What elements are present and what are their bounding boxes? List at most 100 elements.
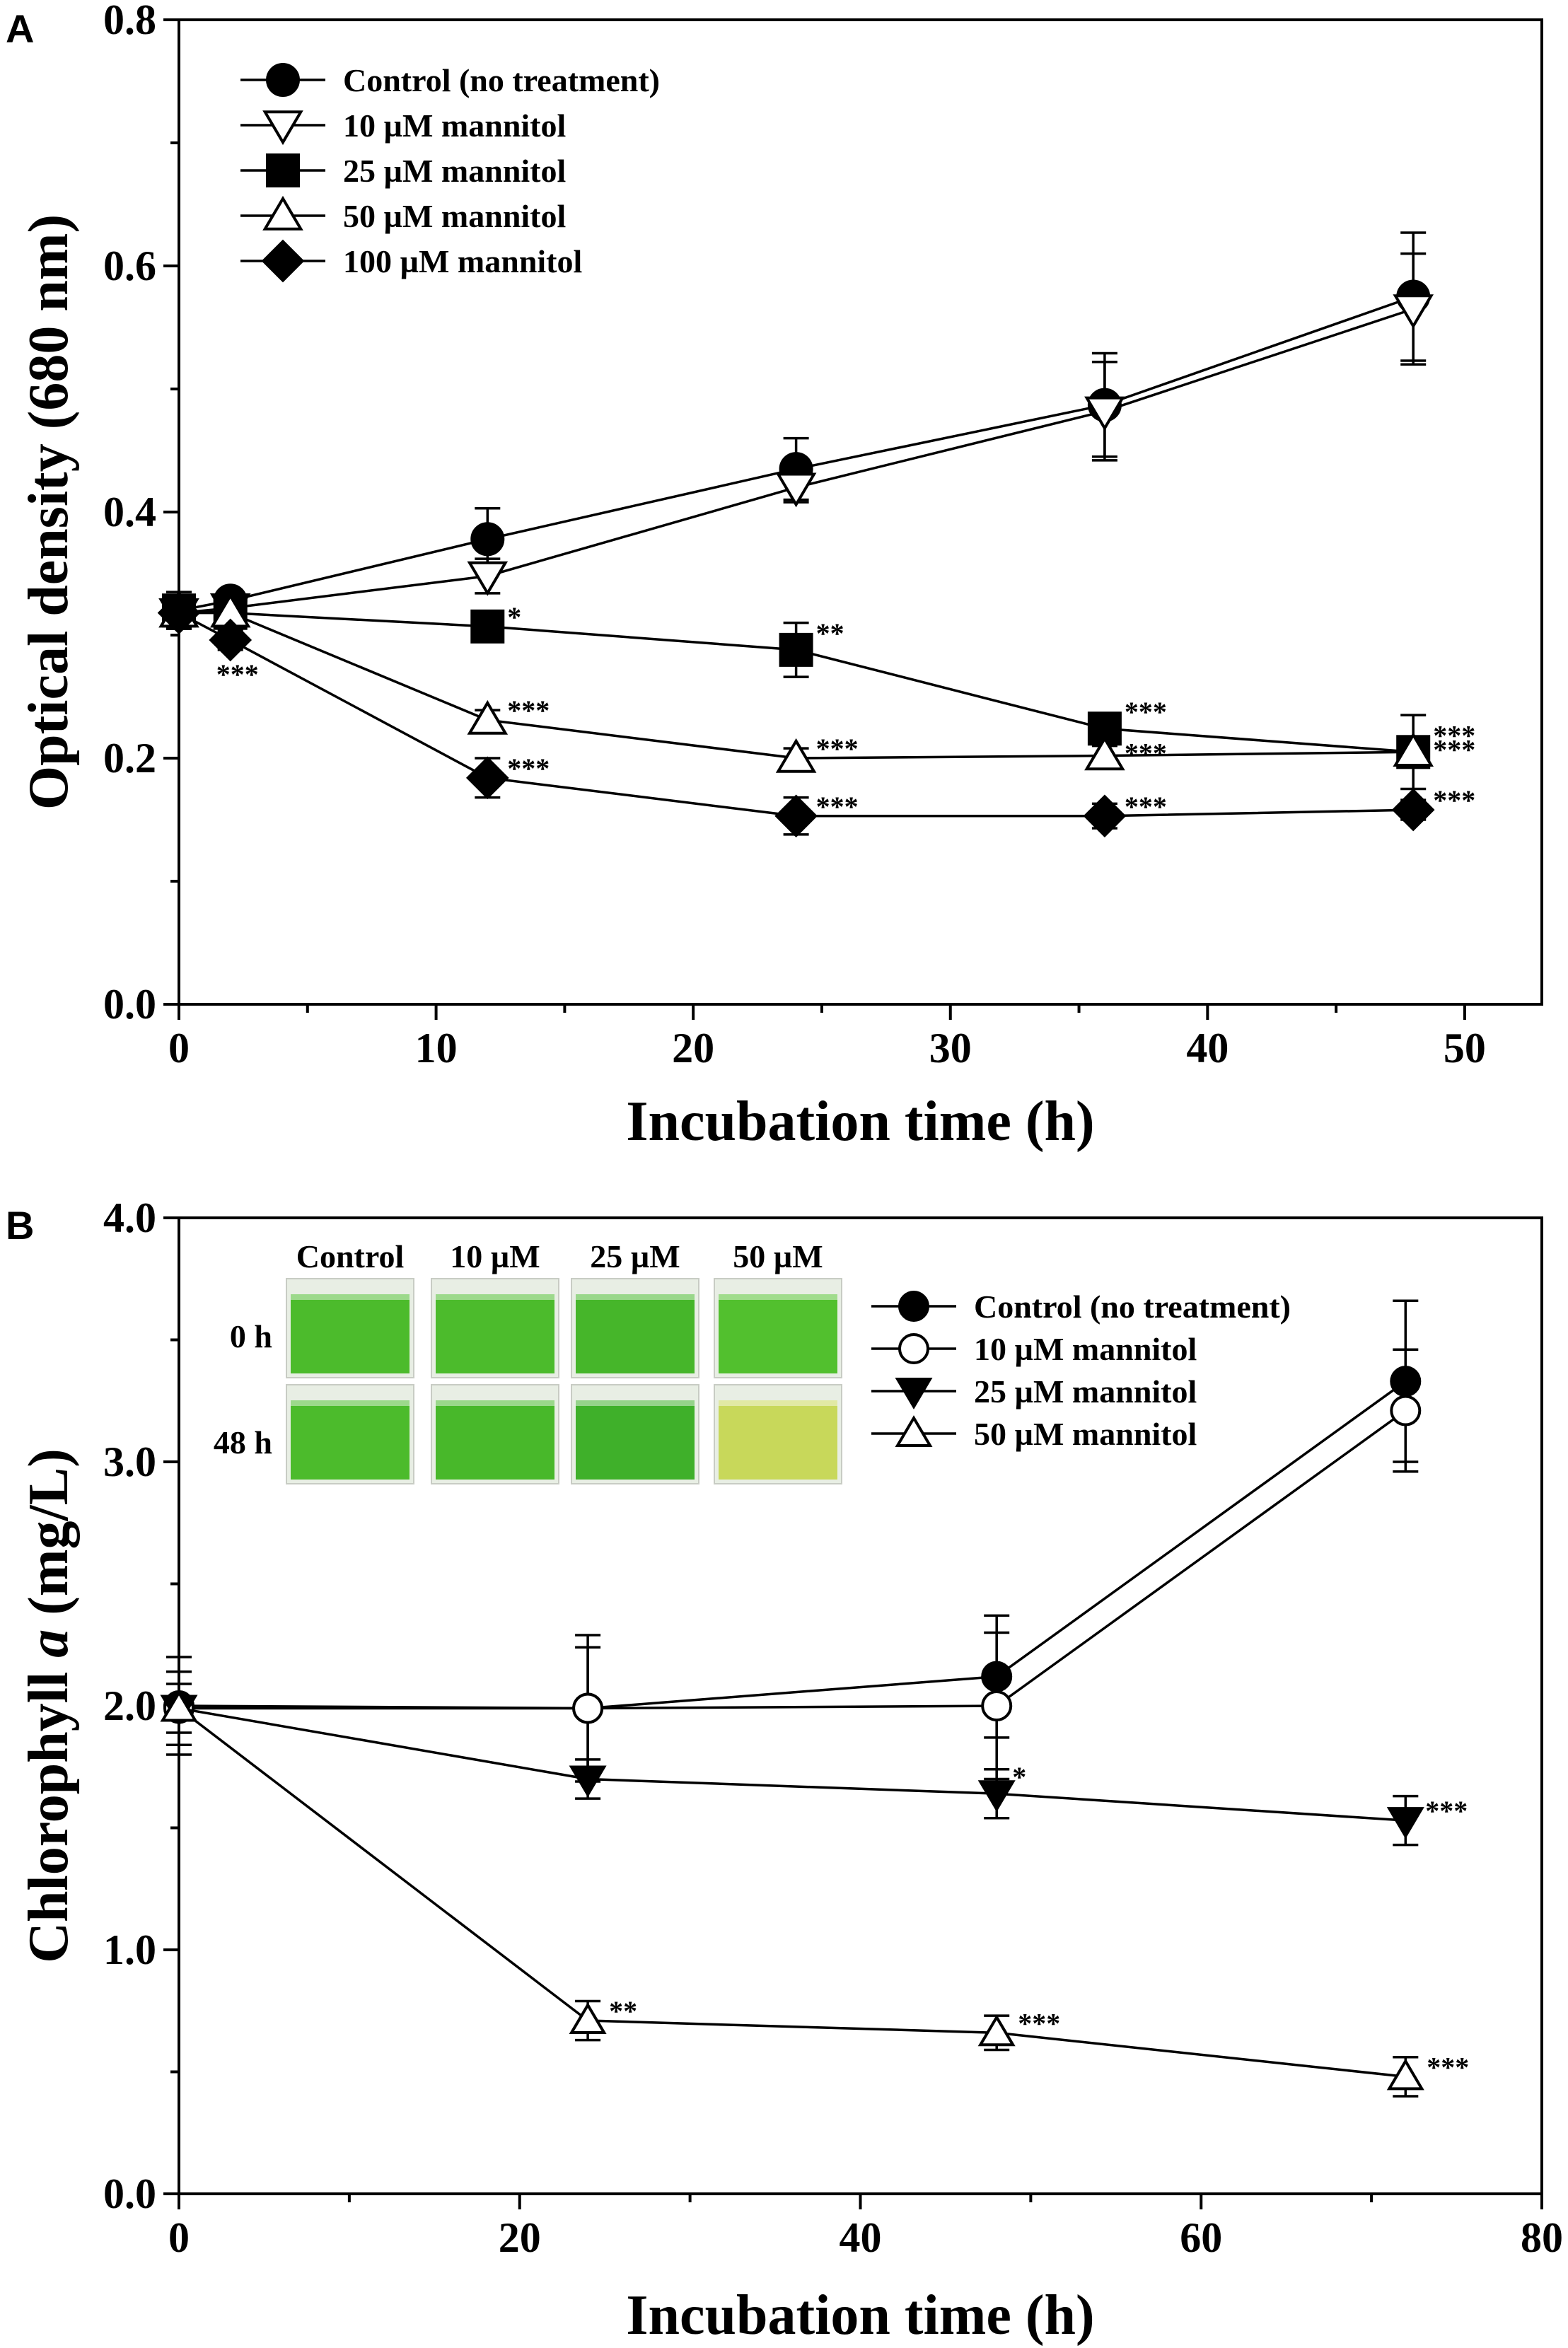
legend-marker xyxy=(262,110,303,146)
culture-sample xyxy=(719,1400,837,1480)
legend-label: 10 µM mannitol xyxy=(343,107,566,144)
significance-label: ** xyxy=(816,617,844,649)
panel-b: B 0.0 1.0 2.0 3.0 4.0 0 20 40 60 80 Incubation time… xyxy=(6,1195,1563,2347)
legend-label: 10 µM mannitol xyxy=(974,1331,1197,1367)
x-tick-label: 0 xyxy=(168,2214,190,2261)
y-tick-label: 0.4 xyxy=(103,489,156,535)
data-point xyxy=(1391,788,1435,832)
legend-marker xyxy=(261,239,305,283)
y-axis-title: Chlorophyll a (mg/L) xyxy=(18,1448,80,1963)
inset-column-label: 25 µM xyxy=(590,1238,680,1274)
data-point xyxy=(157,591,201,635)
significance-label: *** xyxy=(1125,791,1167,823)
y-tick-label: 2.0 xyxy=(103,1682,156,1729)
data-point xyxy=(1386,2058,1424,2091)
y-tick-label: 0.6 xyxy=(103,243,156,289)
data-point xyxy=(775,472,817,508)
inset-row-label: 48 h xyxy=(214,1424,272,1460)
significance-label: *** xyxy=(1018,2007,1060,2039)
y-tick-label: 0.0 xyxy=(103,2170,156,2217)
legend-item: 10 µM mannitol xyxy=(240,107,566,146)
significance-label: *** xyxy=(507,694,550,726)
inset-column-label: Control xyxy=(296,1238,405,1274)
y-tick-label: 0.8 xyxy=(103,0,156,43)
series-line xyxy=(178,1707,1406,1822)
culture-sample xyxy=(436,1400,554,1480)
significance-label: *** xyxy=(216,658,259,690)
culture-sample xyxy=(436,1294,554,1373)
legend-item: Control (no treatment) xyxy=(871,1289,1291,1325)
meniscus xyxy=(719,1400,837,1406)
data-point xyxy=(1084,736,1125,771)
legend-item: 25 µM mannitol xyxy=(240,153,566,189)
legend-label: Control (no treatment) xyxy=(974,1289,1291,1325)
significance-label: * xyxy=(1012,1761,1026,1793)
x-tick-label: 0 xyxy=(168,1025,190,1071)
y-tick-label: 1.0 xyxy=(103,1926,156,1973)
data-point xyxy=(160,1690,198,1722)
legend-marker xyxy=(898,1291,929,1322)
culture-sample xyxy=(576,1400,695,1480)
meniscus xyxy=(291,1400,410,1406)
y-axis-title-main: Chlorophyll xyxy=(18,1658,80,1963)
data-point xyxy=(1386,1807,1424,1840)
significance-label: ** xyxy=(609,1995,637,2027)
x-axis-title: Incubation time (h) xyxy=(626,1091,1094,1153)
significance-label: *** xyxy=(1433,784,1475,816)
legend-label: 25 µM mannitol xyxy=(974,1373,1197,1410)
legend: Control (no treatment) 10 µM mannitol 25 µ… xyxy=(240,62,660,283)
y-axis-title-italic: a xyxy=(18,1629,80,1658)
data-point xyxy=(470,522,505,557)
x-tick-label: 10 xyxy=(415,1025,458,1071)
data-point xyxy=(569,2002,607,2035)
x-tick-label: 40 xyxy=(1186,1025,1229,1071)
significance-label: *** xyxy=(816,791,859,823)
legend-marker xyxy=(898,1333,929,1364)
legend-marker xyxy=(895,1378,933,1410)
data-point xyxy=(467,699,509,735)
inset-column-label: 50 µM xyxy=(733,1238,823,1274)
data-point xyxy=(1393,732,1434,767)
y-axis-title: Optical density (680 nm) xyxy=(18,214,80,810)
significance-label: *** xyxy=(1125,696,1167,728)
data-point xyxy=(569,1765,607,1798)
significance-label: *** xyxy=(1125,738,1167,769)
data-point xyxy=(977,2014,1016,2047)
x-tick-label: 40 xyxy=(840,2214,882,2261)
inset-column-label: 10 µM xyxy=(450,1238,540,1274)
legend-label: 100 µM mannitol xyxy=(343,243,582,279)
legend-label: 50 µM mannitol xyxy=(974,1416,1197,1452)
culture-sample xyxy=(576,1294,695,1373)
legend-item: 50 µM mannitol xyxy=(240,195,566,234)
x-tick-label: 50 xyxy=(1444,1025,1486,1071)
inset-row-label: 0 h xyxy=(230,1318,272,1354)
data-point xyxy=(774,794,818,838)
series-1 xyxy=(162,231,1431,631)
significance-label: *** xyxy=(507,752,550,784)
legend-marker xyxy=(262,195,303,231)
legend-marker xyxy=(266,153,300,187)
panel-a: A 0.0 0.2 0.4 0.6 0.8 0 10 20 30 40 50 Incubation ti… xyxy=(6,0,1543,1153)
legend-marker xyxy=(895,1415,933,1447)
significance-label: *** xyxy=(816,733,859,765)
significance-label: *** xyxy=(1425,1795,1468,1827)
meniscus xyxy=(576,1400,695,1406)
x-tick-label: 30 xyxy=(929,1025,972,1071)
meniscus xyxy=(576,1294,695,1300)
x-tick-label: 80 xyxy=(1521,2214,1563,2261)
x-tick-label: 20 xyxy=(672,1025,714,1071)
legend-label: Control (no treatment) xyxy=(343,62,660,98)
data-point xyxy=(779,632,813,667)
legend-item: 50 µM mannitol xyxy=(871,1415,1197,1452)
data-point xyxy=(981,1690,1013,1721)
data-point xyxy=(1393,294,1434,330)
y-tick-label: 3.0 xyxy=(103,1439,156,1485)
panel-label: B xyxy=(6,1203,34,1248)
meniscus xyxy=(291,1294,410,1300)
y-tick-label: 0.0 xyxy=(103,981,156,1028)
culture-sample xyxy=(291,1400,410,1480)
data-point xyxy=(775,738,817,773)
data-point xyxy=(977,1780,1016,1813)
significance-label: *** xyxy=(1433,719,1475,751)
